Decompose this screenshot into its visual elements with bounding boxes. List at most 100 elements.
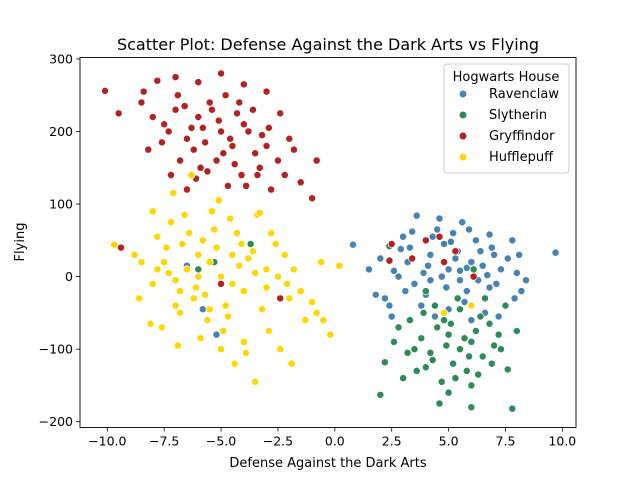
data-point bbox=[148, 207, 157, 216]
data-point bbox=[262, 265, 271, 274]
data-point bbox=[258, 131, 266, 140]
data-point bbox=[408, 254, 417, 263]
data-point bbox=[223, 312, 232, 321]
data-point bbox=[280, 171, 289, 179]
data-point bbox=[412, 366, 421, 375]
data-point bbox=[449, 229, 458, 238]
data-point bbox=[271, 239, 280, 248]
data-point bbox=[258, 305, 266, 314]
data-point bbox=[440, 316, 448, 325]
data-point bbox=[178, 239, 187, 248]
data-point bbox=[162, 243, 171, 252]
data-point bbox=[130, 250, 139, 259]
data-point bbox=[194, 250, 203, 259]
data-point bbox=[510, 294, 519, 303]
data-point bbox=[446, 237, 455, 246]
data-point bbox=[173, 341, 182, 350]
data-point bbox=[276, 109, 285, 118]
data-point bbox=[296, 287, 305, 296]
data-point bbox=[405, 243, 414, 252]
data-point bbox=[419, 269, 428, 277]
data-point bbox=[410, 345, 419, 354]
data-point bbox=[456, 305, 464, 314]
data-point bbox=[399, 232, 408, 241]
data-point bbox=[242, 348, 251, 357]
data-point bbox=[312, 308, 321, 317]
legend-marker bbox=[458, 110, 468, 120]
data-point bbox=[137, 98, 146, 107]
data-point bbox=[262, 283, 271, 292]
data-point bbox=[267, 229, 276, 238]
data-point bbox=[285, 294, 294, 303]
data-point bbox=[180, 102, 189, 111]
data-point bbox=[426, 276, 435, 285]
data-point bbox=[430, 312, 439, 321]
data-point bbox=[440, 308, 448, 317]
data-point bbox=[262, 87, 271, 96]
x-tick-label: −2.5 bbox=[263, 434, 293, 449]
data-point bbox=[453, 294, 462, 303]
data-point bbox=[490, 250, 499, 259]
data-point bbox=[430, 301, 439, 310]
data-point bbox=[153, 232, 162, 241]
data-point bbox=[494, 330, 503, 339]
data-point bbox=[421, 287, 430, 296]
data-point bbox=[235, 261, 244, 270]
data-point bbox=[301, 316, 310, 325]
data-point bbox=[176, 308, 185, 317]
data-point bbox=[496, 265, 505, 274]
data-point bbox=[460, 334, 469, 343]
x-tick-label: −10.0 bbox=[88, 434, 126, 449]
data-point bbox=[228, 279, 237, 288]
data-point bbox=[171, 276, 180, 285]
legend-entry-gryffindor: Gryffindor bbox=[489, 129, 555, 144]
data-point bbox=[194, 113, 203, 121]
data-point bbox=[146, 319, 155, 328]
data-point bbox=[435, 214, 444, 223]
data-point bbox=[387, 312, 396, 321]
legend-entry-slytherin: Slytherin bbox=[489, 108, 547, 123]
data-point bbox=[444, 388, 453, 397]
x-tick-label: 5.0 bbox=[439, 434, 459, 449]
data-point bbox=[244, 127, 253, 136]
data-point bbox=[380, 358, 389, 367]
data-point bbox=[196, 163, 205, 172]
legend-marker bbox=[458, 89, 468, 99]
data-point bbox=[137, 258, 146, 267]
data-point bbox=[248, 105, 257, 114]
data-point bbox=[205, 305, 214, 314]
data-point bbox=[476, 247, 485, 256]
data-point bbox=[405, 316, 414, 325]
data-point bbox=[487, 243, 496, 252]
data-point bbox=[490, 341, 499, 350]
legend-entry-ravenclaw: Ravenclaw bbox=[489, 87, 559, 102]
data-point bbox=[164, 269, 173, 277]
data-point bbox=[235, 98, 244, 107]
data-point bbox=[171, 301, 180, 310]
data-point bbox=[239, 287, 248, 296]
data-point bbox=[217, 272, 226, 281]
data-point bbox=[157, 138, 166, 147]
data-point bbox=[217, 345, 226, 354]
legend-marker bbox=[458, 131, 468, 141]
data-point bbox=[451, 247, 460, 256]
data-point bbox=[462, 366, 471, 375]
data-point bbox=[435, 232, 444, 241]
x-tick-label: 2.5 bbox=[382, 434, 402, 449]
data-point bbox=[437, 377, 446, 386]
data-point bbox=[508, 404, 517, 413]
data-point bbox=[478, 261, 487, 270]
data-point bbox=[380, 294, 389, 303]
data-point bbox=[201, 290, 210, 299]
y-axis: −200 −100 0 100 200 300 bbox=[39, 51, 80, 429]
data-point bbox=[276, 345, 285, 354]
data-point bbox=[217, 127, 226, 136]
data-point bbox=[273, 272, 282, 281]
data-point bbox=[242, 181, 251, 190]
data-point bbox=[467, 381, 476, 390]
data-point bbox=[239, 80, 248, 89]
data-point bbox=[462, 287, 471, 296]
data-point bbox=[226, 214, 235, 223]
data-point bbox=[198, 305, 207, 314]
data-point bbox=[192, 283, 200, 292]
